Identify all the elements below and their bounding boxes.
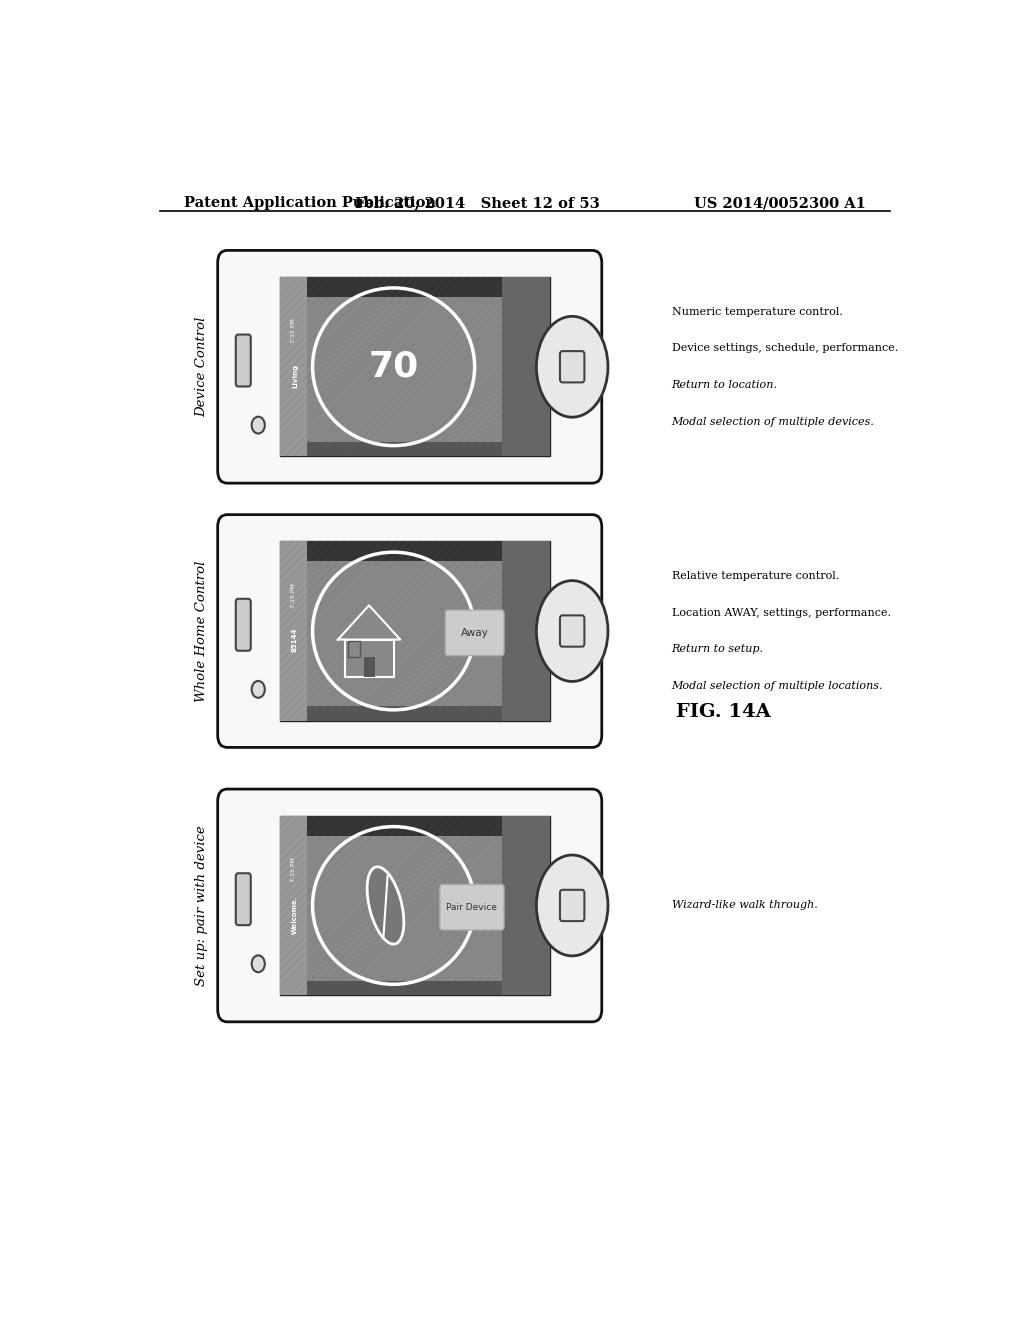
Bar <box>281 816 550 995</box>
Circle shape <box>252 417 265 433</box>
FancyBboxPatch shape <box>440 884 504 931</box>
Circle shape <box>252 681 265 698</box>
Text: Pair Device: Pair Device <box>446 903 498 912</box>
Text: Modal selection of multiple locations.: Modal selection of multiple locations. <box>672 681 883 690</box>
Circle shape <box>252 956 265 973</box>
Text: Away: Away <box>461 628 488 638</box>
Bar <box>281 541 550 561</box>
Bar <box>281 277 550 457</box>
FancyBboxPatch shape <box>560 890 585 921</box>
FancyBboxPatch shape <box>560 351 585 383</box>
Text: Return to setup.: Return to setup. <box>672 644 764 655</box>
Text: Feb. 20, 2014   Sheet 12 of 53: Feb. 20, 2014 Sheet 12 of 53 <box>354 197 600 210</box>
Text: 7:15 PM: 7:15 PM <box>291 857 296 882</box>
Bar <box>281 277 550 297</box>
Bar <box>281 442 550 457</box>
Bar <box>281 981 550 995</box>
Bar <box>281 277 550 457</box>
Text: Device Control: Device Control <box>196 317 208 417</box>
Text: Relative temperature control.: Relative temperature control. <box>672 572 839 581</box>
Bar <box>281 706 550 721</box>
Text: Numeric temperature control.: Numeric temperature control. <box>672 306 843 317</box>
Text: 70: 70 <box>369 350 419 384</box>
Bar <box>281 541 550 721</box>
Text: Device settings, schedule, performance.: Device settings, schedule, performance. <box>672 343 898 354</box>
Text: 7:15 PM: 7:15 PM <box>291 318 296 343</box>
Bar <box>502 541 550 721</box>
FancyBboxPatch shape <box>236 334 251 387</box>
Ellipse shape <box>537 581 608 681</box>
Text: FIG. 14A: FIG. 14A <box>676 704 771 721</box>
Text: Living: Living <box>292 363 298 388</box>
FancyBboxPatch shape <box>445 610 504 656</box>
Text: Patent Application Publication: Patent Application Publication <box>183 197 435 210</box>
Bar <box>281 277 307 457</box>
Bar <box>502 816 550 995</box>
Text: Whole Home Control: Whole Home Control <box>196 560 208 702</box>
Text: Wizard-like walk through.: Wizard-like walk through. <box>672 900 817 911</box>
FancyBboxPatch shape <box>236 599 251 651</box>
Text: Modal selection of multiple devices.: Modal selection of multiple devices. <box>672 417 874 426</box>
Bar <box>281 541 550 721</box>
FancyBboxPatch shape <box>560 615 585 647</box>
Text: 85144: 85144 <box>292 628 298 652</box>
Bar <box>281 541 307 721</box>
Ellipse shape <box>368 867 403 944</box>
FancyBboxPatch shape <box>218 789 602 1022</box>
Text: Welcome.: Welcome. <box>292 895 298 933</box>
Bar <box>281 816 307 995</box>
Bar <box>344 640 393 677</box>
Text: 7:15 PM: 7:15 PM <box>291 582 296 607</box>
FancyBboxPatch shape <box>236 874 251 925</box>
Text: US 2014/0052300 A1: US 2014/0052300 A1 <box>694 197 866 210</box>
Text: Location AWAY, settings, performance.: Location AWAY, settings, performance. <box>672 607 891 618</box>
Text: Return to location.: Return to location. <box>672 380 777 389</box>
Ellipse shape <box>537 855 608 956</box>
Bar <box>502 277 550 457</box>
FancyBboxPatch shape <box>218 251 602 483</box>
Bar <box>348 640 360 657</box>
Bar <box>281 816 550 995</box>
Bar <box>281 816 550 836</box>
Ellipse shape <box>537 317 608 417</box>
Text: Set up: pair with device: Set up: pair with device <box>196 825 208 986</box>
Bar <box>364 657 375 677</box>
FancyBboxPatch shape <box>218 515 602 747</box>
Polygon shape <box>338 606 400 640</box>
